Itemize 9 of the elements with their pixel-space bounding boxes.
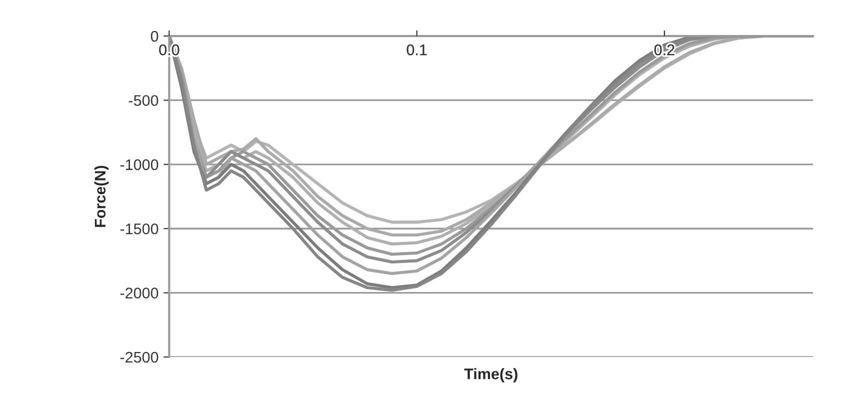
y-tick-label: 0 — [150, 30, 158, 42]
y-tick-label: -2500 — [120, 352, 158, 363]
y-tick-label: -1500 — [120, 223, 158, 234]
y-tick-label: -2000 — [120, 288, 158, 298]
y-axis-title: Force(N) — [94, 166, 109, 227]
y-tick-label: -500 — [128, 95, 158, 106]
y-tick-label: -1000 — [120, 159, 158, 170]
x-axis-title: Time(s) — [464, 368, 518, 382]
x-tick-label: 0.1 — [406, 44, 427, 56]
